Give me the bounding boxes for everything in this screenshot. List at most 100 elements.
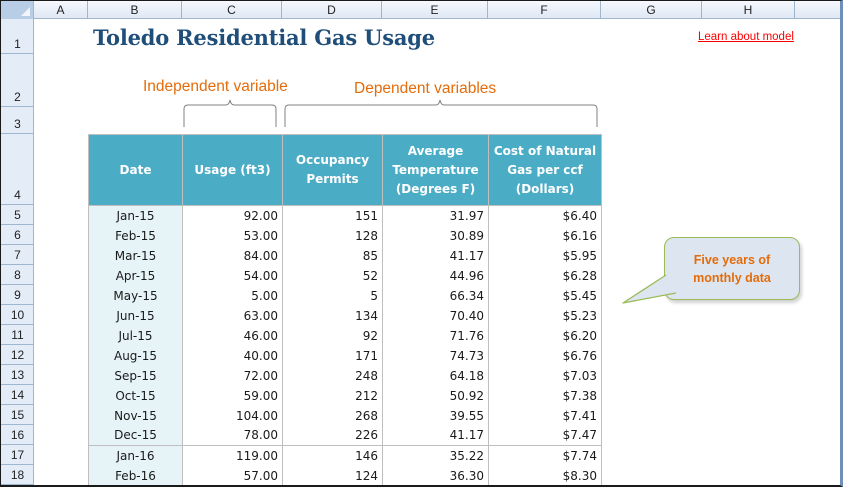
- usage-cell[interactable]: 59.00: [182, 385, 283, 406]
- date-cell[interactable]: Sep-15: [88, 365, 183, 386]
- cost-cell[interactable]: $7.38: [488, 385, 602, 406]
- temperature-cell[interactable]: 31.97: [382, 205, 489, 226]
- permits-cell[interactable]: 124: [282, 465, 383, 485]
- cost-cell[interactable]: $5.45: [488, 285, 602, 306]
- usage-cell[interactable]: 40.00: [182, 345, 283, 366]
- permits-cell[interactable]: 85: [282, 245, 383, 266]
- usage-cell[interactable]: 92.00: [182, 205, 283, 226]
- column-header-h[interactable]: H: [702, 1, 795, 19]
- cost-cell[interactable]: $8.30: [488, 465, 602, 485]
- header-usage[interactable]: Usage (ft3): [182, 134, 283, 206]
- row-header-7[interactable]: 7: [1, 245, 34, 265]
- usage-cell[interactable]: 78.00: [182, 425, 283, 446]
- row-header-3[interactable]: 3: [1, 107, 34, 134]
- permits-cell[interactable]: 128: [282, 225, 383, 246]
- cost-cell[interactable]: $6.20: [488, 325, 602, 346]
- temperature-cell[interactable]: 71.76: [382, 325, 489, 346]
- permits-cell[interactable]: 171: [282, 345, 383, 366]
- learn-about-model-link[interactable]: Learn about model: [698, 31, 794, 43]
- column-header-c[interactable]: C: [182, 1, 282, 19]
- cost-cell[interactable]: $6.28: [488, 265, 602, 286]
- permits-cell[interactable]: 226: [282, 425, 383, 446]
- cost-cell[interactable]: $6.16: [488, 225, 602, 246]
- usage-cell[interactable]: 119.00: [182, 445, 283, 466]
- row-header-1[interactable]: 1: [1, 19, 34, 54]
- permits-cell[interactable]: 92: [282, 325, 383, 346]
- column-header-d[interactable]: D: [282, 1, 382, 19]
- date-cell[interactable]: Jul-15: [88, 325, 183, 346]
- date-cell[interactable]: Jun-15: [88, 305, 183, 326]
- temperature-cell[interactable]: 36.30: [382, 465, 489, 485]
- temperature-cell[interactable]: 74.73: [382, 345, 489, 366]
- cost-cell[interactable]: $5.95: [488, 245, 602, 266]
- row-header-4[interactable]: 4: [1, 134, 34, 205]
- usage-cell[interactable]: 72.00: [182, 365, 283, 386]
- column-header-e[interactable]: E: [382, 1, 488, 19]
- date-cell[interactable]: Feb-16: [88, 465, 183, 485]
- header-cost-natural-gas[interactable]: Cost of Natural Gas per ccf (Dollars): [488, 134, 602, 206]
- date-cell[interactable]: Oct-15: [88, 385, 183, 406]
- cost-cell[interactable]: $7.74: [488, 445, 602, 466]
- date-cell[interactable]: Jan-15: [88, 205, 183, 226]
- temperature-cell[interactable]: 39.55: [382, 405, 489, 426]
- temperature-cell[interactable]: 35.22: [382, 445, 489, 466]
- permits-cell[interactable]: 5: [282, 285, 383, 306]
- usage-cell[interactable]: 46.00: [182, 325, 283, 346]
- header-average-temperature[interactable]: Average Temperature (Degrees F): [382, 134, 489, 206]
- row-header-14[interactable]: 14: [1, 385, 34, 405]
- permits-cell[interactable]: 134: [282, 305, 383, 326]
- row-header-10[interactable]: 10: [1, 305, 34, 325]
- column-header-g[interactable]: G: [601, 1, 702, 19]
- usage-cell[interactable]: 5.00: [182, 285, 283, 306]
- date-cell[interactable]: Apr-15: [88, 265, 183, 286]
- date-cell[interactable]: Feb-15: [88, 225, 183, 246]
- row-header-12[interactable]: 12: [1, 345, 34, 365]
- row-header-15[interactable]: 15: [1, 405, 34, 425]
- row-header-17[interactable]: 17: [1, 445, 34, 465]
- row-header-11[interactable]: 11: [1, 325, 34, 345]
- cost-cell[interactable]: $6.40: [488, 205, 602, 226]
- column-header-a[interactable]: A: [34, 1, 88, 19]
- temperature-cell[interactable]: 41.17: [382, 245, 489, 266]
- usage-cell[interactable]: 53.00: [182, 225, 283, 246]
- cost-cell[interactable]: $5.23: [488, 305, 602, 326]
- temperature-cell[interactable]: 66.34: [382, 285, 489, 306]
- row-header-6[interactable]: 6: [1, 225, 34, 245]
- cost-cell[interactable]: $7.03: [488, 365, 602, 386]
- date-cell[interactable]: Jan-16: [88, 445, 183, 466]
- permits-cell[interactable]: 268: [282, 405, 383, 426]
- row-header-9[interactable]: 9: [1, 285, 34, 305]
- usage-cell[interactable]: 57.00: [182, 465, 283, 485]
- temperature-cell[interactable]: 41.17: [382, 425, 489, 446]
- date-cell[interactable]: Mar-15: [88, 245, 183, 266]
- row-header-13[interactable]: 13: [1, 365, 34, 385]
- row-header-18[interactable]: 18: [1, 465, 34, 485]
- permits-cell[interactable]: 248: [282, 365, 383, 386]
- temperature-cell[interactable]: 50.92: [382, 385, 489, 406]
- column-header-b[interactable]: B: [88, 1, 182, 19]
- usage-cell[interactable]: 54.00: [182, 265, 283, 286]
- temperature-cell[interactable]: 64.18: [382, 365, 489, 386]
- row-header-8[interactable]: 8: [1, 265, 34, 285]
- date-cell[interactable]: May-15: [88, 285, 183, 306]
- permits-cell[interactable]: 151: [282, 205, 383, 226]
- permits-cell[interactable]: 146: [282, 445, 383, 466]
- cost-cell[interactable]: $6.76: [488, 345, 602, 366]
- temperature-cell[interactable]: 70.40: [382, 305, 489, 326]
- permits-cell[interactable]: 52: [282, 265, 383, 286]
- column-header-f[interactable]: F: [488, 1, 601, 19]
- select-all-button[interactable]: [1, 1, 34, 19]
- date-cell[interactable]: Nov-15: [88, 405, 183, 426]
- usage-cell[interactable]: 84.00: [182, 245, 283, 266]
- cost-cell[interactable]: $7.41: [488, 405, 602, 426]
- usage-cell[interactable]: 104.00: [182, 405, 283, 426]
- date-cell[interactable]: Dec-15: [88, 425, 183, 446]
- cost-cell[interactable]: $7.47: [488, 425, 602, 446]
- temperature-cell[interactable]: 30.89: [382, 225, 489, 246]
- row-header-16[interactable]: 16: [1, 425, 34, 445]
- date-cell[interactable]: Aug-15: [88, 345, 183, 366]
- row-header-5[interactable]: 5: [1, 205, 34, 225]
- permits-cell[interactable]: 212: [282, 385, 383, 406]
- header-occupancy-permits[interactable]: Occupancy Permits: [282, 134, 383, 206]
- usage-cell[interactable]: 63.00: [182, 305, 283, 326]
